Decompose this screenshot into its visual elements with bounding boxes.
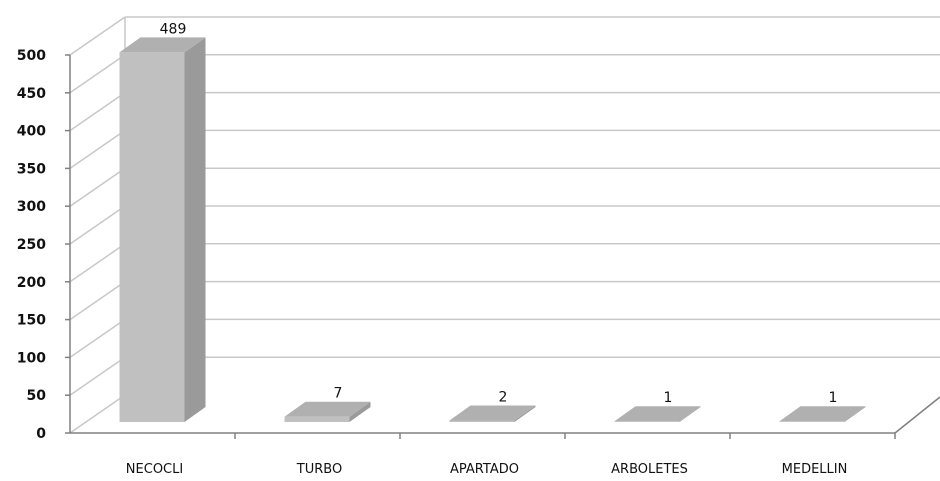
gridline-diagonal	[69, 54, 126, 94]
bar-necocli	[119, 37, 206, 422]
bar-top	[779, 406, 866, 422]
bar-front	[119, 52, 185, 422]
gridline-diagonal	[69, 394, 126, 434]
gridline-diagonal	[69, 243, 126, 283]
y-tick-label: 400	[17, 124, 46, 140]
bar-top	[284, 401, 371, 417]
gridline-diagonal	[69, 91, 126, 132]
x-category-label: APARTADO	[450, 462, 519, 477]
data-label: 7	[334, 386, 343, 402]
gridline-diagonal	[69, 167, 126, 207]
bar-top	[449, 405, 536, 421]
x-category-label: MEDELLIN	[782, 462, 848, 477]
y-tick-label: 200	[17, 275, 46, 291]
gridline-diagonal	[69, 356, 126, 396]
y-tick-label: 150	[17, 313, 46, 329]
bar-top	[614, 406, 701, 422]
data-label: 1	[829, 390, 838, 406]
gridline-diagonal	[69, 318, 126, 359]
axes	[65, 17, 940, 439]
bar-side	[514, 405, 536, 422]
bars	[119, 37, 866, 422]
bar-side	[679, 406, 701, 422]
data-label: 1	[664, 390, 673, 406]
bar-turbo	[284, 401, 371, 422]
bar-side	[349, 401, 371, 422]
bar-apartado	[449, 405, 536, 422]
gridline-diagonal	[69, 16, 126, 56]
x-category-label: ARBOLETES	[611, 462, 688, 477]
y-tick-label: 50	[27, 388, 47, 404]
bar-front	[449, 420, 515, 422]
bar-front	[614, 421, 680, 422]
data-label: 489	[160, 21, 187, 37]
x-category-label: TURBO	[296, 462, 342, 477]
data-label: 2	[499, 389, 508, 405]
bar-top	[119, 37, 206, 53]
bar-arboletes	[614, 406, 701, 422]
y-tick-label: 300	[17, 199, 46, 215]
bar-side	[844, 406, 866, 422]
bar-side	[184, 37, 206, 422]
labels: 0 50 100 150 200 250 300 350 400 450 500 489 NECOCLI…	[17, 21, 848, 477]
y-tick-label: 0	[36, 426, 46, 442]
x-category-label: NECOCLI	[126, 462, 183, 477]
gridlines	[69, 16, 940, 434]
bar-front	[284, 416, 350, 422]
gridline-diagonal	[69, 205, 126, 245]
gridline-diagonal	[69, 280, 126, 321]
bar-medellin	[779, 406, 866, 422]
y-tick-label: 350	[17, 161, 46, 177]
y-tick-label: 250	[17, 237, 46, 253]
gridline-diagonal	[69, 129, 126, 170]
y-tick-label: 100	[17, 350, 46, 366]
bar-front	[779, 421, 845, 422]
floor-edge	[894, 396, 940, 434]
y-tick-label: 450	[17, 86, 46, 102]
y-tick-label: 500	[17, 48, 46, 64]
